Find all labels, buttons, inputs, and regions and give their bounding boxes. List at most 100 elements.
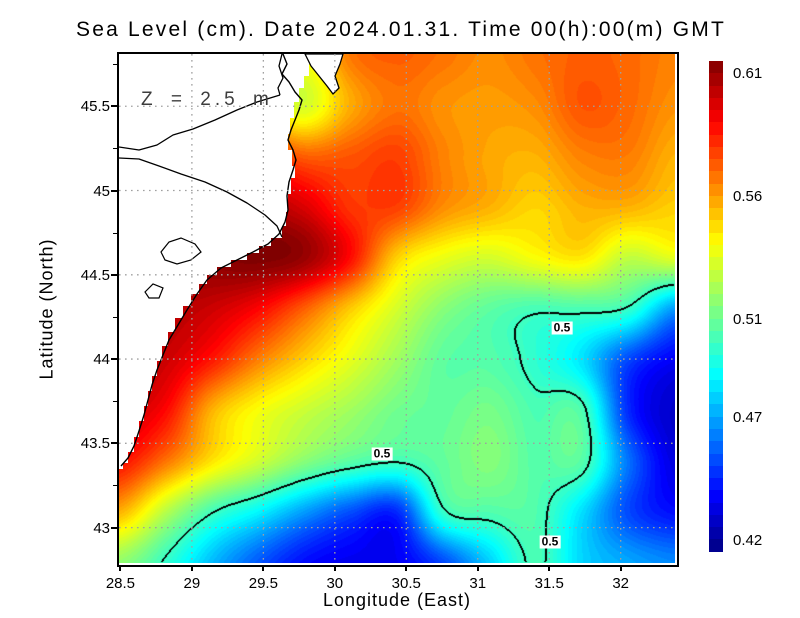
colorbar-segment [709,441,723,454]
colorbar-segment [709,306,723,319]
islet [160,237,202,265]
colorbar-segment [709,416,723,429]
colorbar-segment [709,257,723,270]
x-tick [190,565,193,571]
x-axis-title: Longitude (East) [322,590,472,610]
chart-title: Sea Level (cm). Date 2024.01.31. Time 00… [76,18,726,41]
x-tick [119,565,122,571]
colorbar-segment [709,122,723,135]
x-tick [476,565,479,571]
colorbar-segment [709,502,723,515]
colorbar-segment [709,355,723,368]
colorbar-segment [709,195,723,209]
y-minor-tick [113,64,117,66]
colorbar-label: 0.47 [733,408,763,426]
colorbar-segment [709,367,723,380]
colorbar-segment [709,110,723,123]
colorbar-segment [709,318,723,331]
colorbar-segment [709,294,723,307]
contour-label: 0.5 [551,320,573,335]
colorbar-segment [709,343,723,356]
coast-spit [277,54,284,96]
bay-shore-south [119,157,283,238]
colorbar-segment [709,404,723,417]
colorbar-segment [709,220,723,233]
colorbar-segment [709,514,723,528]
coast-hook [304,54,344,95]
y-axis-title: Latitude (North) [36,238,57,380]
y-tick-label: 45 [93,182,110,200]
colorbar-segment [709,146,723,160]
colorbar-segment [709,281,723,295]
colorbar-segment [709,269,723,282]
x-tick-label: 28.5 [105,575,136,592]
x-tick [548,565,551,571]
x-tick [619,565,622,571]
y-minor-tick [113,485,117,487]
map-plot-area: Z = 2.5 m 0.5 0.5 0.5 [119,54,675,563]
y-tick [111,273,117,276]
land-mask [119,54,315,469]
colorbar-label: 0.42 [733,531,763,549]
y-tick [111,442,117,445]
y-tick-label: 43.5 [80,435,110,453]
colorbar-segment [709,527,723,540]
colorbar-segment [709,97,723,111]
y-tick-label: 44 [93,351,110,369]
y-minor-tick [113,232,117,234]
colorbar-segment [709,171,723,184]
x-tick-label: 31 [469,575,487,592]
colorbar-segment [709,73,723,86]
colorbar-segment [709,428,723,442]
y-tick [111,105,117,108]
y-tick-label: 43 [93,519,110,537]
land-group [119,54,344,469]
colorbar-segment [709,159,723,172]
y-tick [111,526,117,529]
colorbar-segment [709,330,723,344]
islet [144,283,164,299]
x-tick-label: 29 [183,575,201,592]
y-minor-tick [113,316,117,318]
contour-label: 0.5 [539,534,561,549]
colorbar-segment [709,61,723,74]
x-tick [262,565,265,571]
x-tick-label: 30 [326,575,344,592]
colorbar-segment [709,539,723,552]
colorbar-segment [709,379,723,393]
colorbar-label: 0.61 [733,65,763,83]
depth-annotation: Z = 2.5 m [141,89,273,110]
colorbar-segment [709,453,723,466]
map-overlay [119,54,675,563]
colorbar-segment [709,490,723,503]
x-tick-label: 31.5 [534,575,564,592]
colorbar-segment [709,465,723,479]
y-tick-label: 44.5 [80,266,110,284]
gridlines-group [119,54,675,563]
colorbar-segment [709,183,723,196]
y-minor-tick [113,401,117,403]
contour-label: 0.5 [371,446,393,461]
colorbar [709,61,723,552]
colorbar-segment [709,208,723,221]
bay-shore-north [119,94,281,151]
y-minor-tick [113,148,117,150]
colorbar-segment [709,232,723,245]
colorbar-segment [709,85,723,98]
colorbar-segment [709,392,723,405]
colorbar-label: 0.51 [733,310,763,328]
x-tick-label: 29.5 [248,575,278,592]
colorbar-label: 0.56 [733,188,763,206]
coastline [120,54,303,467]
y-tick [111,189,117,192]
colorbar-segment [709,244,723,258]
y-tick [111,358,117,361]
x-tick [333,565,336,571]
y-tick-label: 45.5 [80,98,110,116]
x-tick [405,565,408,571]
x-tick-label: 32 [612,575,630,592]
colorbar-segment [709,478,723,491]
colorbar-segment [709,134,723,147]
x-tick-label: 30.5 [391,575,421,592]
